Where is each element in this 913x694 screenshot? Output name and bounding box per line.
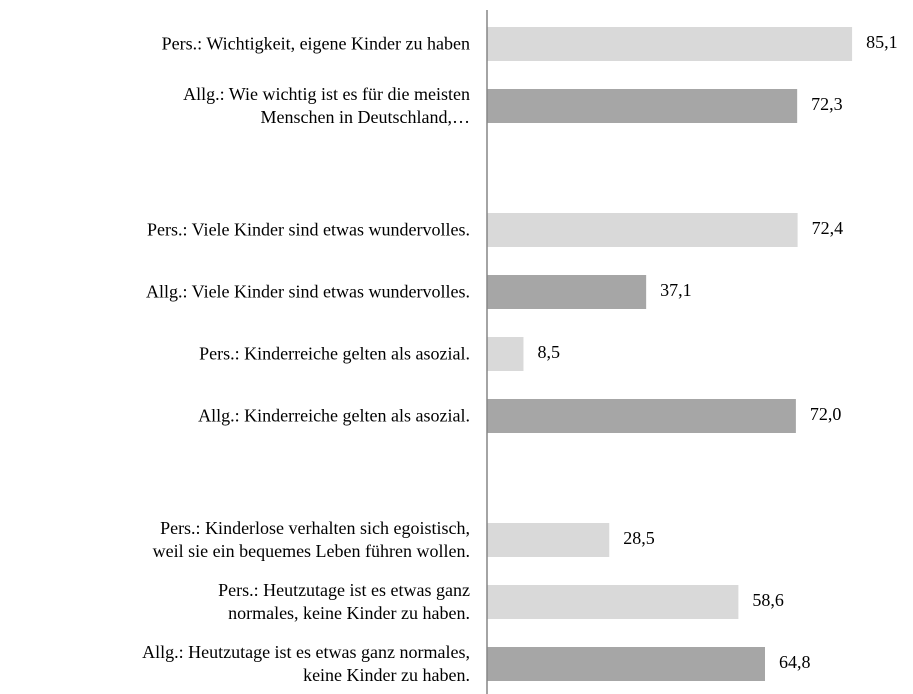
value-label: 64,8 <box>779 652 811 672</box>
category-label: Allg.: Kinderreiche gelten als asozial. <box>198 405 470 426</box>
category-label: Allg.: Wie wichtig ist es für die meiste… <box>183 84 470 127</box>
value-label: 72,0 <box>810 404 842 424</box>
value-label: 58,6 <box>752 590 784 610</box>
category-label: Pers.: Viele Kinder sind etwas wundervol… <box>146 219 470 240</box>
bar <box>487 275 647 309</box>
value-label: 85,1 <box>866 32 898 52</box>
bar <box>487 89 798 123</box>
value-label: 28,5 <box>623 528 655 548</box>
value-label: 72,3 <box>811 94 843 114</box>
bar <box>487 585 739 619</box>
value-label: 72,4 <box>812 218 844 238</box>
category-label: Pers.: Kinderlose verhalten sich egoisti… <box>152 518 470 561</box>
category-label: Allg.: Viele Kinder sind etwas wundervol… <box>145 281 470 302</box>
category-label: Allg.: Heutzutage ist es etwas ganz norm… <box>142 642 470 685</box>
bar <box>487 647 765 681</box>
bar <box>487 399 796 433</box>
bar <box>487 337 524 371</box>
category-label: Pers.: Wichtigkeit, eigene Kinder zu hab… <box>161 33 470 54</box>
category-label: Pers.: Kinderreiche gelten als asozial. <box>199 343 470 364</box>
bar <box>487 523 610 557</box>
value-label: 37,1 <box>660 280 692 300</box>
category-label: Pers.: Heutzutage ist es etwas ganz norm… <box>218 580 470 623</box>
bar <box>487 213 798 247</box>
bar <box>487 27 853 61</box>
value-label: 8,5 <box>537 342 560 362</box>
